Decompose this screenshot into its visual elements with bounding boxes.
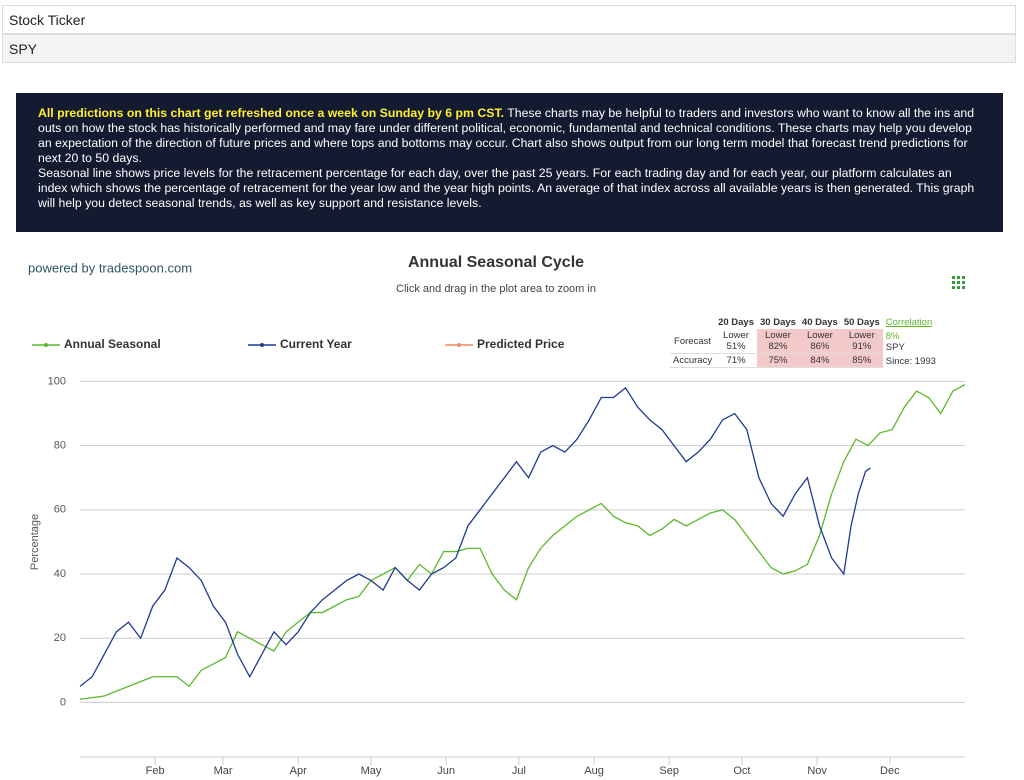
powered-by: powered by tradespoon.com (28, 260, 192, 275)
x-tick-label: Feb (146, 765, 165, 777)
series-line (79, 384, 966, 700)
y-tick-label: 100 (48, 375, 66, 387)
notice-text2: Seasonal line shows price levels for the… (38, 166, 975, 210)
chart-subtitle: Click and drag in the plot area to zoom … (396, 283, 596, 295)
cell: Lower (765, 330, 791, 341)
x-tick-label: Nov (807, 765, 827, 777)
legend-label: Annual Seasonal (64, 337, 161, 351)
th: 30 Days (760, 317, 796, 328)
legend-marker (44, 343, 48, 347)
cell: 82% (768, 341, 788, 352)
legend-marker (260, 343, 264, 347)
correlation-link[interactable]: Correlation (885, 317, 933, 328)
cell: 85% (840, 354, 883, 368)
th: 50 Days (843, 317, 880, 328)
chart-title: Annual Seasonal Cycle (408, 254, 584, 271)
cell: Lower (848, 330, 875, 341)
x-tick-label: Apr (290, 765, 307, 777)
menu-icon[interactable] (952, 276, 965, 289)
notice: All predictions on this chart get refres… (16, 93, 1003, 232)
legend-label: Predicted Price (477, 337, 565, 351)
since: Since: 1993 (885, 355, 936, 367)
y-tick-label: 0 (60, 696, 66, 708)
x-tick-label: May (361, 765, 382, 777)
chart: powered by tradespoon.com Annual Seasona… (28, 254, 966, 777)
row-label: Forecast (670, 329, 716, 354)
notice-text: These charts may be helpful to traders a… (38, 106, 975, 165)
y-tick-label: 40 (54, 568, 66, 580)
y-tick-label: 60 (54, 504, 66, 516)
x-tick-label: Aug (584, 765, 604, 777)
ticker-input[interactable]: SPY (2, 34, 1016, 63)
y-tick-label: 20 (54, 632, 66, 644)
notice-highlight: All predictions on this chart get refres… (38, 106, 505, 120)
x-tick-label: Oct (733, 765, 750, 777)
y-axis-label: Percentage (29, 514, 41, 570)
x-tick-label: Jun (437, 765, 455, 777)
x-tick-label: Sep (659, 765, 679, 777)
cell: 86% (810, 341, 830, 352)
row-label: Accuracy (670, 354, 716, 368)
series-line (79, 386, 871, 687)
cell: 75% (757, 354, 799, 368)
ticker-label: Stock Ticker (2, 5, 1016, 34)
correlation-value: 8% (885, 330, 900, 342)
cell: 91% (852, 341, 872, 352)
x-tick-label: Mar (214, 765, 233, 777)
x-tick-label: Jul (512, 765, 526, 777)
cell: 71% (715, 354, 757, 368)
cell: Lower (723, 330, 749, 341)
legend-label: Current Year (280, 337, 352, 351)
y-tick-label: 80 (54, 440, 66, 452)
th: 40 Days (801, 317, 838, 328)
cell: Lower (806, 330, 833, 341)
symbol: SPY (885, 341, 905, 353)
forecast-table: 20 Days 30 Days 40 Days 50 Days Correlat… (670, 316, 939, 368)
cell: 84% (798, 354, 841, 368)
legend-marker (457, 343, 461, 347)
x-tick-label: Dec (880, 765, 900, 777)
th: 20 Days (718, 317, 754, 328)
cell: 51% (726, 341, 746, 352)
